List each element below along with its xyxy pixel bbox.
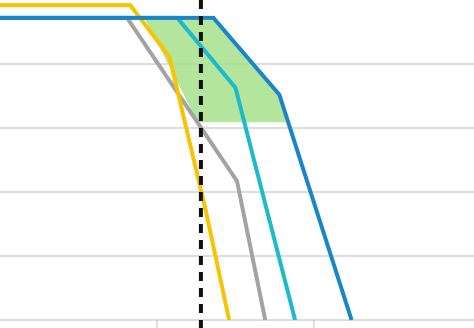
line-series <box>0 3 232 321</box>
line-series <box>0 15 354 321</box>
shaded-area <box>144 17 286 123</box>
